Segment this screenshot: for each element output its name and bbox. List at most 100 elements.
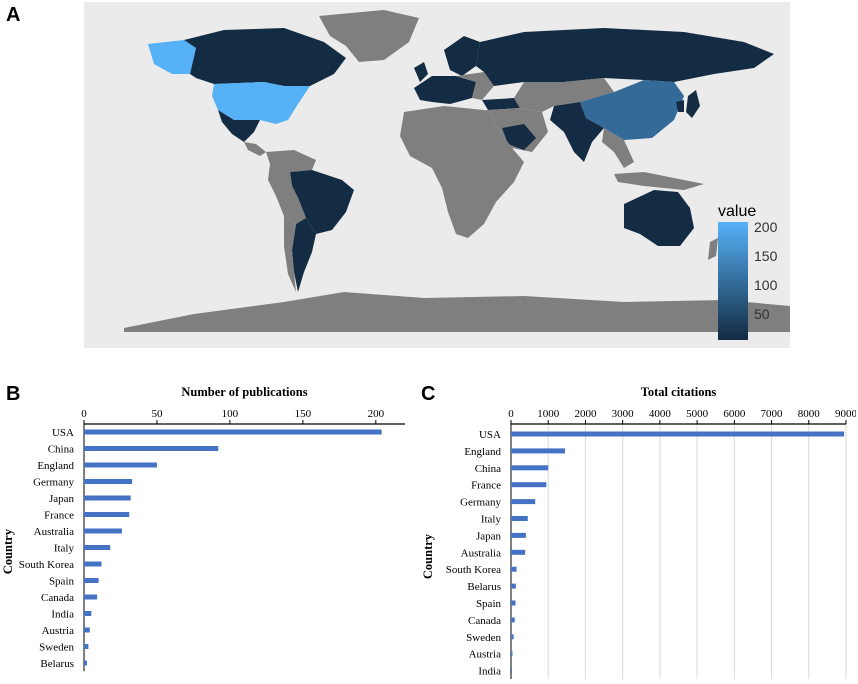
- category-label: India: [51, 609, 74, 621]
- category-label: Belarus: [40, 658, 74, 670]
- x-tick-label: 50: [151, 408, 163, 420]
- category-label: France: [471, 480, 501, 492]
- legend-title: value: [718, 203, 756, 220]
- bar: [511, 482, 547, 488]
- category-label: Japan: [476, 530, 502, 542]
- category-label: South Korea: [446, 564, 501, 576]
- category-label: Italy: [481, 514, 502, 526]
- category-label: Japan: [49, 493, 75, 505]
- publications-bar-chart: Number of publications 0 50 100 150 200 USA Chi…: [1, 385, 405, 672]
- bar: [84, 429, 382, 435]
- x-tick-label: 0: [508, 408, 514, 420]
- x-tick-label: 150: [295, 408, 312, 420]
- citations-bar-chart: Total citations 0 1000 2000 3000 4000 5000 6000…: [421, 385, 856, 680]
- map-russia: [476, 28, 774, 86]
- map-egypt: [468, 110, 498, 130]
- category-label: Australia: [461, 547, 501, 559]
- bar: [511, 532, 526, 538]
- category-label: Canada: [468, 615, 501, 627]
- map-alaska: [148, 40, 196, 74]
- bar: [84, 578, 99, 583]
- chart-title: Total citations: [641, 385, 717, 399]
- bar: [84, 495, 131, 501]
- x-tick-label: 200: [368, 408, 385, 420]
- map-turkey: [482, 98, 520, 110]
- category-label: China: [475, 463, 501, 475]
- map-greenland: [319, 10, 419, 62]
- category-label: Australia: [34, 526, 74, 538]
- map-usa: [212, 82, 310, 124]
- bar: [511, 549, 526, 555]
- y-axis-title: Country: [1, 528, 15, 574]
- bar: [511, 600, 516, 606]
- map-indonesia: [614, 172, 704, 190]
- category-label: South Korea: [19, 559, 74, 571]
- bar: [84, 545, 111, 550]
- bar: [511, 448, 565, 454]
- map-canada: [184, 28, 346, 86]
- x-tick-label: 8000: [798, 408, 821, 420]
- y-axis-title: Country: [421, 533, 435, 579]
- map-china: [580, 80, 684, 140]
- map-japan: [686, 90, 700, 118]
- bar: [511, 516, 528, 521]
- bar: [84, 660, 87, 666]
- panel-b-label: B: [6, 383, 21, 405]
- category-label: Spain: [49, 576, 75, 588]
- bar: [511, 566, 517, 572]
- panel-c-label: C: [421, 383, 436, 405]
- map-india: [550, 102, 604, 162]
- category-label: England: [37, 460, 74, 472]
- bar: [84, 479, 133, 484]
- map-chile: [284, 216, 296, 292]
- bar: [511, 634, 514, 640]
- map-england: [414, 62, 428, 82]
- x-tick-label: 9000: [835, 408, 856, 420]
- map-antarctica: [124, 292, 790, 332]
- category-label: Canada: [41, 592, 74, 604]
- bar: [84, 627, 90, 633]
- bar: [84, 611, 92, 616]
- legend-tick-200: 200: [754, 219, 778, 235]
- map-central-america: [244, 142, 266, 156]
- category-label: USA: [479, 429, 501, 441]
- x-tick-label: 3000: [612, 408, 635, 420]
- bar: [511, 465, 549, 471]
- panel-a-label: A: [6, 4, 21, 26]
- bar: [511, 431, 845, 437]
- bar: [511, 668, 512, 674]
- bar: [84, 528, 122, 534]
- map-australia: [624, 190, 694, 246]
- category-label: Belarus: [467, 581, 501, 593]
- category-label: China: [48, 444, 74, 456]
- x-tick-label: 7000: [761, 408, 784, 420]
- map-central-asia: [514, 78, 614, 112]
- category-label: Spain: [476, 598, 502, 610]
- bar: [84, 462, 157, 468]
- map-south-america-north: [266, 150, 316, 172]
- x-tick-label: 100: [222, 408, 239, 420]
- category-label: Austria: [42, 625, 75, 637]
- x-tick-label: 5000: [686, 408, 709, 420]
- category-label: Italy: [54, 543, 75, 555]
- map-western-europe: [414, 76, 476, 104]
- world-map-panel: value 200 150 100 50: [84, 2, 790, 348]
- chart-title: Number of publications: [181, 385, 307, 399]
- bar: [84, 512, 130, 517]
- bar: [84, 644, 89, 649]
- bar: [511, 583, 516, 589]
- category-label: Sweden: [466, 632, 501, 644]
- legend-tick-100: 100: [754, 277, 778, 293]
- bar: [84, 446, 219, 451]
- map-scandinavia: [444, 36, 480, 76]
- category-label: Sweden: [39, 642, 74, 654]
- category-label: England: [464, 446, 501, 458]
- world-map: value 200 150 100 50: [124, 10, 790, 340]
- map-mexico: [218, 110, 260, 142]
- map-korea: [676, 100, 684, 112]
- bar: [84, 561, 102, 567]
- bar: [84, 594, 98, 600]
- map-eastern-europe: [456, 72, 494, 100]
- legend-tick-150: 150: [754, 248, 778, 264]
- x-tick-label: 2000: [574, 408, 597, 420]
